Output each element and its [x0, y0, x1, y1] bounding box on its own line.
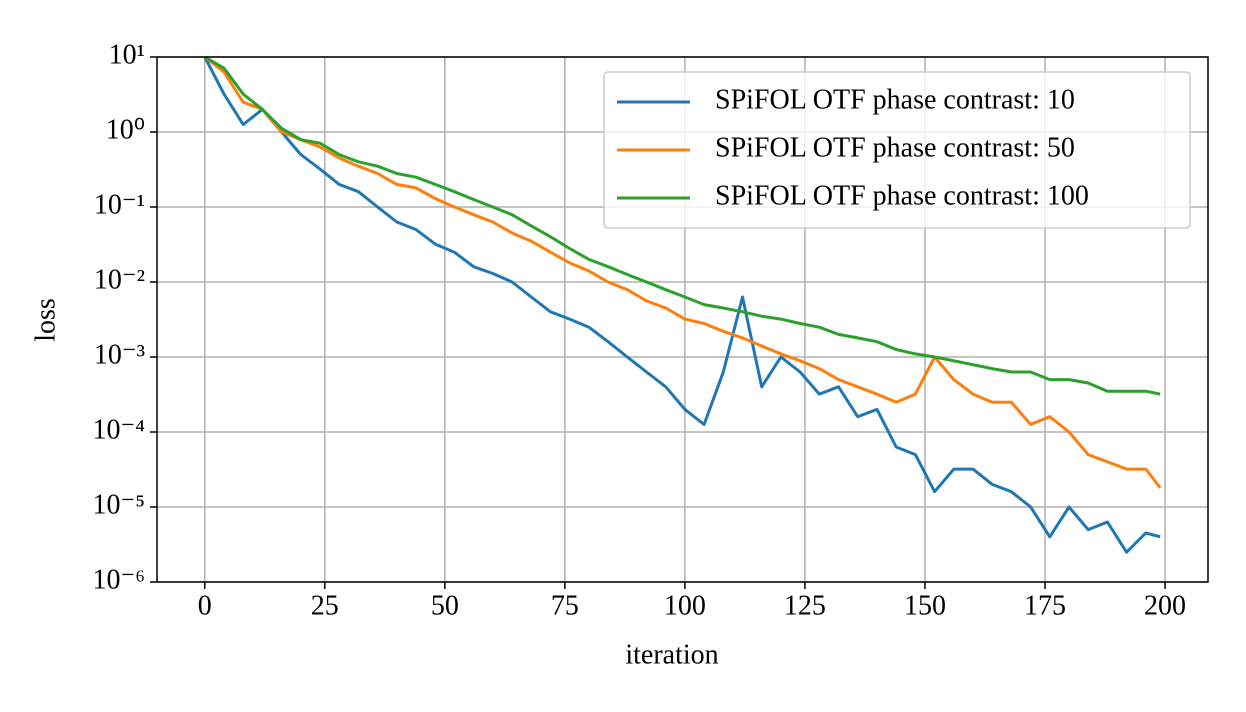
series-line [204, 55, 1161, 396]
x-tick-label: 25 [311, 590, 339, 621]
legend-label: SPiFOL OTF phase contrast: 50 [715, 132, 1075, 163]
y-tick-label: 10⁻² [94, 264, 145, 295]
plot-frame [156, 56, 1209, 583]
y-tick-label: 10⁻⁴ [92, 414, 145, 445]
legend-label: SPiFOL OTF phase contrast: 10 [715, 84, 1075, 115]
x-tick-label: 75 [551, 590, 579, 621]
y-tick-label: 10¹ [109, 39, 145, 70]
y-tick-label: 10⁻⁶ [92, 564, 145, 595]
x-tick-label: 100 [664, 590, 706, 621]
y-tick-label: 10⁰ [106, 114, 145, 145]
x-tick-label: 200 [1144, 590, 1186, 621]
x-tick-label: 50 [431, 590, 459, 621]
series-line [203, 55, 1162, 489]
y-axis-label: loss [30, 298, 61, 342]
y-tick-label: 10⁻³ [94, 339, 145, 370]
x-tick-label: 150 [904, 590, 946, 621]
x-tick-label: 0 [198, 590, 212, 621]
legend-label: SPiFOL OTF phase contrast: 100 [715, 180, 1089, 211]
y-tick-label: 10⁻¹ [94, 189, 145, 220]
y-tick-label: 10⁻⁵ [92, 489, 145, 520]
x-tick-label: 175 [1024, 590, 1066, 621]
x-tick-label: 125 [784, 590, 826, 621]
series-line [203, 56, 1161, 554]
legend-box [603, 71, 1191, 229]
x-axis-label: iteration [625, 639, 718, 670]
